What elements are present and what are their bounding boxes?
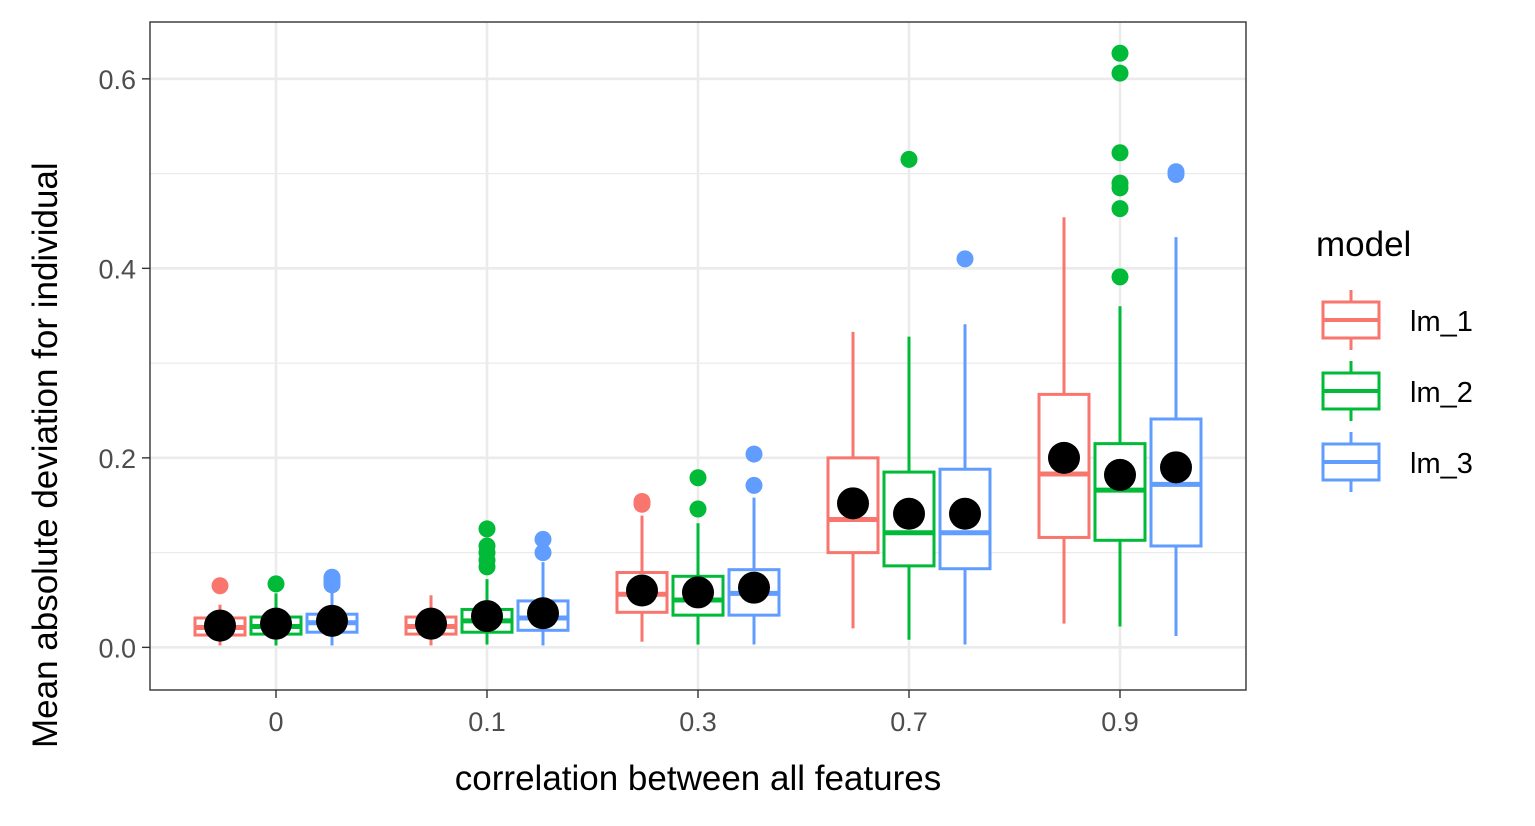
outlier-point — [1111, 64, 1129, 82]
legend: model lm_1 lm_2 lm_3 — [1316, 225, 1473, 492]
mean-point-lm_1 — [204, 609, 236, 642]
y-axis-title: Mean absolute deviation for individual — [26, 162, 65, 748]
mean-point-lm_1 — [1048, 441, 1080, 474]
box-lm_1-0.7 — [826, 331, 880, 629]
outlier-point — [689, 469, 707, 487]
mean-point-lm_2 — [260, 607, 292, 640]
x-tick-label: 0 — [268, 707, 283, 737]
outlier-point — [956, 250, 974, 268]
outlier-point — [745, 476, 763, 494]
x-tick-label: 0.1 — [468, 707, 506, 737]
box-lm_2-0.7 — [882, 150, 936, 640]
legend-label: lm_3 — [1410, 448, 1473, 480]
outlier-point — [1111, 200, 1129, 218]
outlier-point — [211, 577, 229, 595]
mean-point-lm_3 — [527, 597, 559, 630]
mean-point-lm_3 — [738, 571, 770, 604]
mean-point-lm_2 — [471, 600, 503, 633]
y-tick-label: 0.4 — [98, 254, 136, 284]
mean-point-lm_2 — [1104, 458, 1136, 491]
outlier-point — [1111, 144, 1129, 162]
outlier-point — [1111, 174, 1129, 192]
mean-point-lm_3 — [949, 497, 981, 530]
outlier-point — [1111, 268, 1129, 286]
box-lm_1-0.9 — [1037, 217, 1091, 624]
outlier-point — [745, 445, 763, 463]
y-tick-label: 0.0 — [98, 633, 136, 663]
outlier-point — [267, 575, 285, 593]
x-tick-label: 0.7 — [890, 707, 928, 737]
outlier-point — [900, 150, 918, 168]
x-axis-title: correlation between all features — [455, 759, 941, 798]
outlier-point — [534, 530, 552, 548]
mean-point-lm_1 — [837, 487, 869, 520]
mean-point-lm_2 — [893, 497, 925, 530]
box-lm_3-0.3 — [727, 445, 781, 645]
legend-item-lm_1: lm_1 — [1321, 290, 1473, 350]
box-lm_1-0.3 — [615, 492, 669, 642]
y-tick-label: 0.6 — [98, 65, 136, 95]
mean-point-lm_3 — [1160, 451, 1192, 484]
mean-point-lm_3 — [316, 604, 348, 637]
outlier-point — [633, 492, 651, 510]
box-lm_3-0.7 — [938, 250, 992, 645]
mean-point-lm_1 — [626, 574, 658, 607]
legend-item-lm_3: lm_3 — [1321, 432, 1473, 492]
outlier-point — [534, 544, 552, 562]
outlier-point — [1167, 163, 1185, 181]
x-tick-label: 0.3 — [679, 707, 717, 737]
axis-layer: 0.0 0.2 0.4 0.6 0 0.1 0.3 0.7 0.9 — [98, 65, 1138, 737]
outlier-point — [478, 520, 496, 538]
outlier-point — [689, 500, 707, 518]
outlier-point — [323, 568, 341, 586]
box-lm_3-0.9 — [1149, 163, 1203, 636]
legend-label: lm_2 — [1410, 377, 1473, 409]
y-tick-label: 0.2 — [98, 444, 136, 474]
mean-layer — [204, 441, 1192, 642]
x-tick-label: 0.9 — [1101, 707, 1139, 737]
outlier-point — [1111, 44, 1129, 62]
legend-title: model — [1316, 225, 1411, 264]
outlier-point — [478, 537, 496, 555]
mean-point-lm_2 — [682, 576, 714, 609]
mean-point-lm_1 — [415, 607, 447, 640]
legend-label: lm_1 — [1410, 306, 1473, 338]
legend-item-lm_2: lm_2 — [1321, 361, 1473, 421]
